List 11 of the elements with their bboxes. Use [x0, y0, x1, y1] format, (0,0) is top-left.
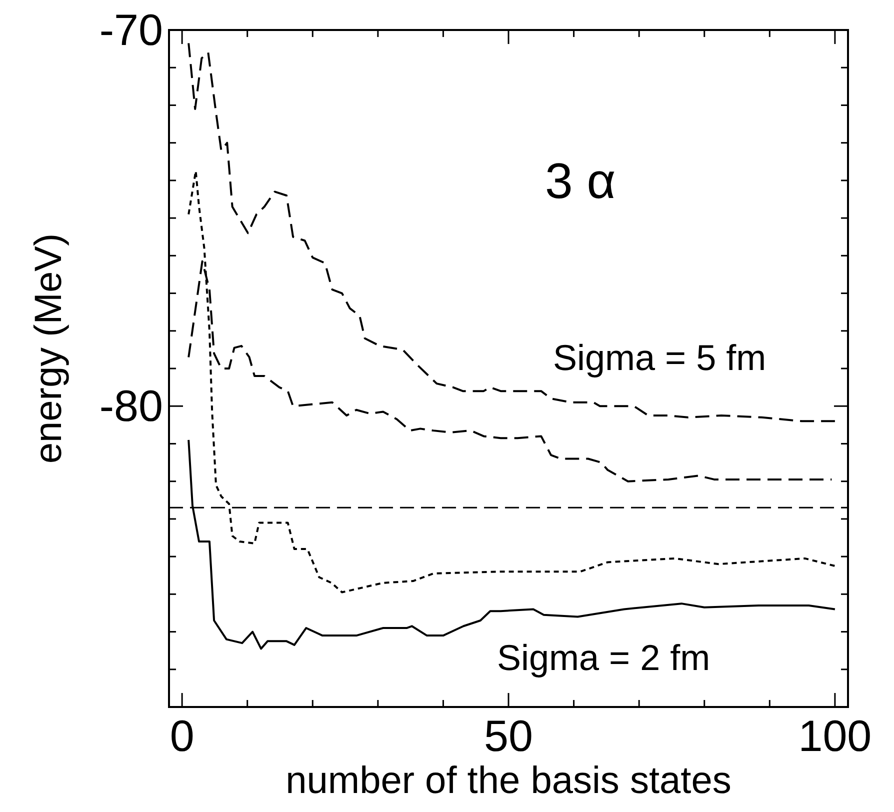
- annotation: Sigma = 5 fm: [553, 337, 766, 378]
- y-tick-label: -80: [99, 382, 163, 432]
- x-tick-label: 0: [170, 712, 194, 761]
- y-tick-label: -70: [99, 6, 163, 55]
- annotation: 3 α: [545, 153, 616, 209]
- x-tick-label: 100: [798, 712, 872, 761]
- y-axis-title: energy (MeV): [28, 233, 70, 464]
- x-axis-title: number of the basis states: [286, 760, 732, 802]
- annotation: Sigma = 2 fm: [497, 637, 710, 678]
- line-series: [188, 42, 836, 422]
- x-tick-label: 50: [484, 712, 533, 761]
